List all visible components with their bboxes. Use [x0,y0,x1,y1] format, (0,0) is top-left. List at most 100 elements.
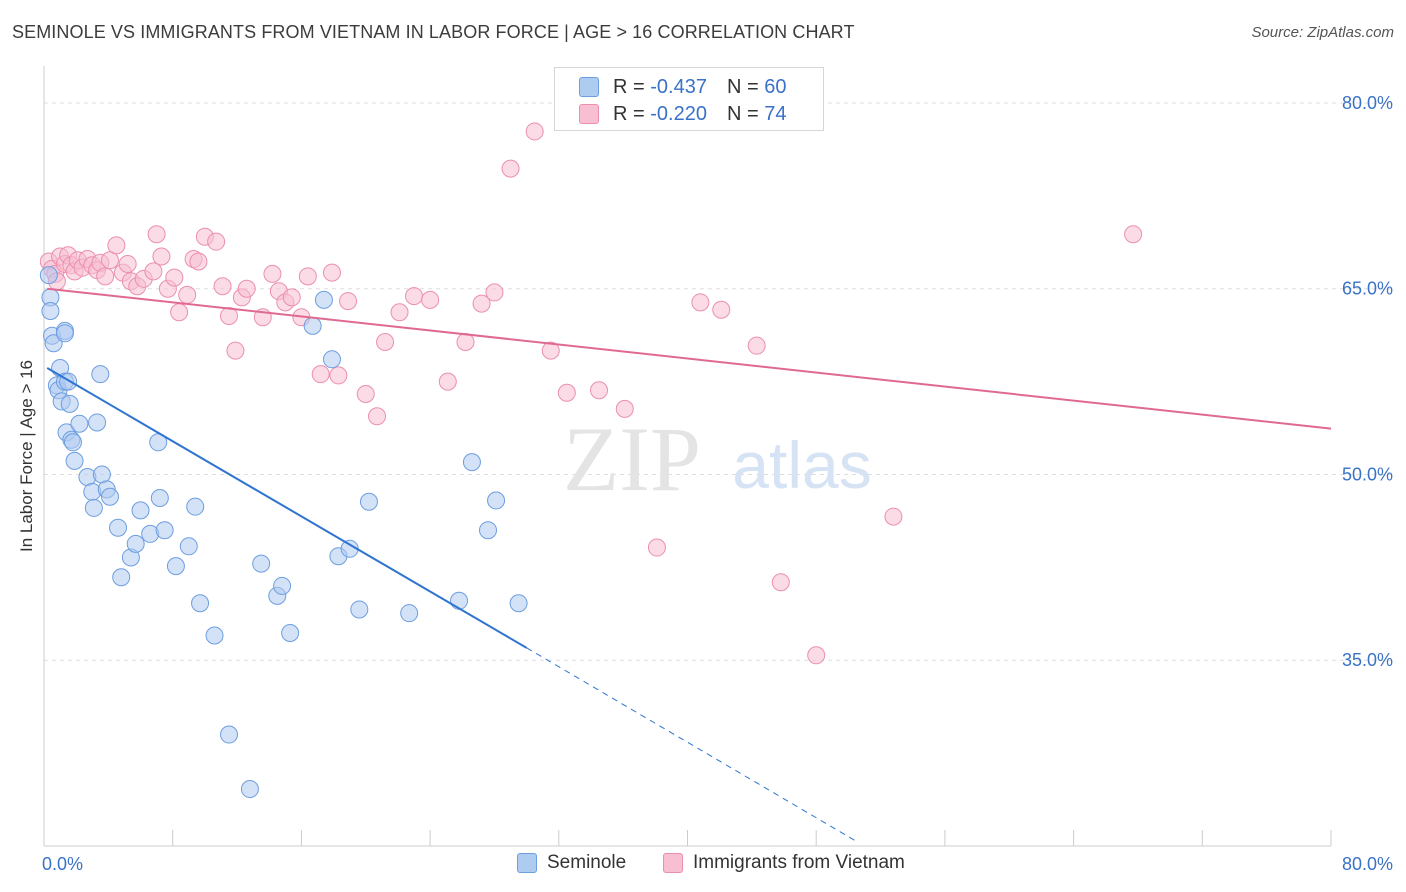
seminole-point-41 [220,725,239,744]
vietnam-point-40 [263,264,282,283]
seminole-points [39,266,528,799]
vietnam-point-48 [329,366,348,385]
vietnam-point-63 [557,383,576,402]
vietnam-point-73 [1124,225,1143,244]
chart-title: SEMINOLE VS IMMIGRANTS FROM VIETNAM IN L… [12,22,855,42]
legend-n-label: N = [726,102,765,125]
correlation-legend: R = -0.437 N = 60 R = -0.220 N = 74 [554,67,824,131]
bottom-legend-swatch-vietnam [663,853,683,873]
legend-r-label: R = [613,75,651,98]
seminole-point-53 [359,492,378,511]
bottom-legend-seminole: Seminole [517,852,626,874]
vietnam-point-51 [368,407,387,426]
legend-row-vietnam: R = -0.220 N = 74 [579,101,786,127]
vietnam-point-33 [207,232,226,251]
tick-labels: 35.0% 50.0% 65.0% 80.0% 0.0% 80.0% [42,93,1393,874]
seminole-point-23 [91,365,110,384]
vietnam-point-72 [884,507,903,526]
seminole-point-57 [479,521,498,540]
seminole-point-4 [44,334,63,353]
watermark-atlas: atlas [732,428,871,502]
vietnam-point-67 [691,293,710,312]
seminole-point-40 [205,626,224,645]
trend-lines [46,287,1332,843]
legend-n-label: N = [726,75,765,98]
bottom-legend-swatch-seminole [517,853,537,873]
vietnam-point-69 [747,336,766,355]
seminole-point-22 [88,413,107,432]
x-tick-label-0: 0.0% [42,854,83,874]
seminole-point-56 [462,453,481,472]
y-tick-label-2: 65.0% [1342,279,1393,299]
vietnam-point-50 [356,384,375,403]
y-tick-label-0: 35.0% [1342,650,1393,670]
seminole-point-14 [60,394,79,413]
vietnam-point-43 [282,288,301,307]
legend-n-value-seminole: 60 [764,75,787,98]
seminole-trend-extension [526,647,859,843]
legend-r-value-seminole: -0.437 [650,75,707,98]
vietnam-points [39,122,1143,665]
vietnam-trend-line [47,287,1332,430]
vietnam-point-52 [376,332,395,351]
seminole-point-28 [112,568,131,587]
vietnam-point-66 [647,538,666,557]
legend-swatch-vietnam [579,104,599,124]
seminole-point-59 [509,594,528,613]
vietnam-point-15 [96,267,115,286]
seminole-point-27 [109,518,128,537]
watermark: ZIP atlas [563,408,872,510]
vietnam-point-19 [118,254,137,273]
vietnam-point-35 [220,306,239,325]
legend-r-label: R = [613,102,651,125]
seminole-point-0 [39,266,58,285]
bottom-legend-label-vietnam: Immigrants from Vietnam [693,852,905,873]
vietnam-point-24 [147,225,166,244]
vietnam-point-34 [213,277,232,296]
vietnam-point-17 [107,236,126,255]
seminole-point-17 [65,451,84,470]
seminole-point-31 [131,501,150,520]
seminole-point-52 [350,600,369,619]
watermark-zip: ZIP [563,408,701,510]
legend-n-value-vietnam: 74 [764,102,787,125]
vietnam-point-59 [485,283,504,302]
x-tick-label-1: 80.0% [1342,854,1393,874]
vietnam-point-49 [339,292,358,311]
seminole-point-34 [150,489,169,508]
seminole-point-39 [191,594,210,613]
seminole-point-30 [126,534,145,553]
y-tick-label-3: 80.0% [1342,93,1393,113]
seminole-point-36 [166,557,185,576]
seminole-point-42 [240,780,259,799]
seminole-point-45 [273,576,292,595]
vietnam-point-28 [170,303,189,322]
seminole-point-16 [63,433,82,452]
bottom-legend-vietnam: Immigrants from Vietnam [663,852,905,874]
seminole-point-21 [84,498,103,517]
vietnam-point-56 [438,372,457,391]
vietnam-point-60 [501,159,520,178]
vietnam-point-23 [144,262,163,281]
seminole-point-48 [314,290,333,309]
y-tick-label-1: 50.0% [1342,464,1393,484]
vietnam-point-29 [178,285,197,304]
vietnam-point-62 [541,341,560,360]
seminole-point-18 [70,414,89,433]
seminole-point-2 [41,302,60,321]
vietnam-point-36 [226,341,245,360]
vietnam-point-53 [390,303,409,322]
legend-swatch-seminole [579,77,599,97]
legend-r-value-vietnam: -0.220 [650,102,707,125]
vietnam-point-58 [472,294,491,313]
axes [43,66,1332,847]
vietnam-point-45 [298,267,317,286]
seminole-point-46 [281,623,300,642]
vietnam-point-46 [311,365,330,384]
vietnam-point-68 [712,300,731,319]
seminole-point-47 [303,316,322,335]
vietnam-point-38 [237,279,256,298]
seminole-point-37 [179,537,198,556]
vietnam-point-57 [456,332,475,351]
vietnam-point-27 [165,268,184,287]
